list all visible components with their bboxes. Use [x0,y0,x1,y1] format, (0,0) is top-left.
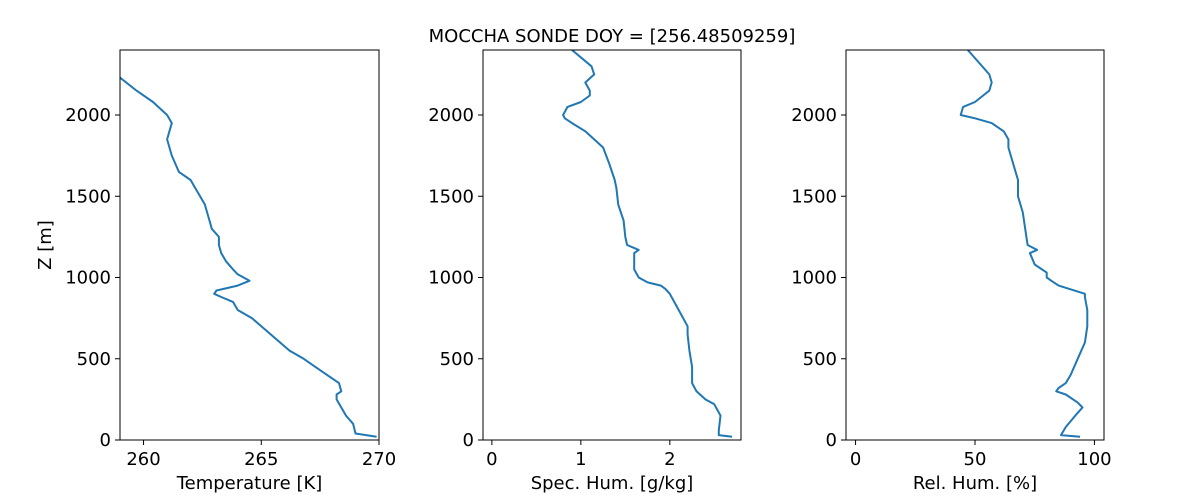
y-tick-label: 2000 [428,105,474,126]
y-tick-label: 500 [803,349,837,370]
x-axis-label: Temperature [K] [176,473,323,494]
y-tick-label: 1500 [428,186,474,207]
x-tick-label: 2 [664,449,675,470]
panel-specific-humidity: 0 1 2 0 500 1000 1500 2000 Spec. Hum. [g/kg] [428,49,742,494]
x-tick-label: 100 [1077,449,1111,470]
profile-line [959,50,1089,438]
axes-frame [119,49,380,441]
x-tick-label: 265 [244,449,278,470]
x-tick-label: 0 [486,449,497,470]
x-tick-label: 50 [964,449,987,470]
panel-temperature: 260 265 270 0 500 1000 1500 2000 Temperature [K]… [35,49,396,494]
y-tick-label: 500 [440,349,474,370]
x-axis-label: Spec. Hum. [g/kg] [531,473,694,494]
y-tick-label: 2000 [65,105,111,126]
x-tick-label: 0 [850,449,861,470]
x-tick-label: 260 [126,449,160,470]
y-tick-label: 1500 [65,186,111,207]
y-tick-label: 0 [463,430,474,451]
y-tick-label: 2000 [791,105,837,126]
y-tick-label: 500 [77,349,111,370]
x-tick-label: 1 [575,449,586,470]
y-tick-label: 1000 [791,268,837,289]
y-tick-label: 0 [826,430,837,451]
axes-frame [482,49,742,441]
profile-line [120,76,377,438]
x-axis-label: Rel. Hum. [%] [913,473,1037,494]
profile-line [562,50,733,438]
y-axis-label: Z [m] [35,220,56,270]
axes-frame [845,49,1105,441]
y-tick-label: 1000 [65,268,111,289]
figure-title: MOCCHA SONDE DOY = [256.48509259] [429,26,796,47]
y-tick-label: 1500 [791,186,837,207]
y-tick-label: 1000 [428,268,474,289]
x-tick-label: 270 [362,449,396,470]
y-tick-label: 0 [100,430,111,451]
